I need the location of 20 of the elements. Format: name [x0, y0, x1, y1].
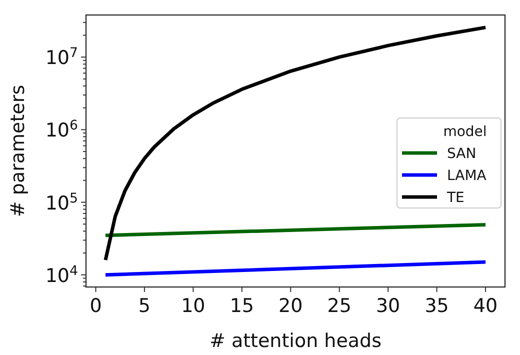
x-tick-label: 15	[230, 295, 254, 317]
x-tick-label: 40	[473, 295, 498, 317]
x-tick-label: 20	[278, 295, 303, 317]
legend-label: TE	[446, 190, 464, 206]
legend-label: LAMA	[447, 168, 487, 184]
y-tick-label: 10$^{4}$	[45, 263, 78, 287]
y-tick-label: 10$^{7}$	[45, 46, 78, 70]
y-axis-title: # parameters	[7, 84, 29, 218]
x-tick-label: 0	[90, 295, 102, 317]
x-tick-label: 30	[376, 295, 400, 317]
y-tick-label: 10$^{6}$	[45, 118, 78, 142]
legend-label: SAN	[447, 146, 476, 162]
x-axis-title: # attention heads	[209, 330, 382, 352]
x-tick-label: 5	[138, 295, 151, 317]
line-series	[104, 26, 488, 262]
legend-title: model	[443, 124, 487, 140]
x-tick-label: 35	[424, 295, 449, 317]
y-tick-label: 10$^{5}$	[45, 190, 78, 214]
x-tick-label: 25	[327, 295, 352, 317]
x-tick-label: 10	[181, 295, 206, 317]
